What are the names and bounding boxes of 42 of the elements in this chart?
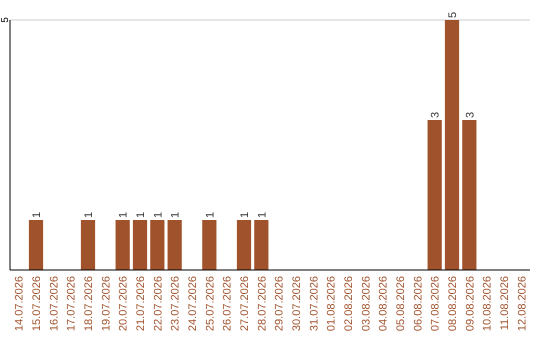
x-tick-label: 09.08.2026 <box>464 276 476 332</box>
x-tick-label: 22.07.2026 <box>152 276 164 332</box>
x-tick-label: 20.07.2026 <box>118 276 130 332</box>
x-tick-label: 24.07.2026 <box>187 276 199 332</box>
x-tick-label: 31.07.2026 <box>308 276 320 332</box>
x-tick-label: 07.08.2026 <box>430 276 442 332</box>
x-tick-label: 06.08.2026 <box>412 276 424 332</box>
x-tick-label: 03.08.2026 <box>360 276 372 332</box>
x-tick-label: 29.07.2026 <box>274 276 286 332</box>
data-label: 1 <box>31 212 43 218</box>
x-tick-label: 21.07.2026 <box>135 276 147 332</box>
x-tick-label: 08.08.2026 <box>447 276 459 332</box>
x-tick-label: 19.07.2026 <box>100 276 112 332</box>
x-tick-label: 01.08.2026 <box>326 276 338 332</box>
data-label: 5 <box>447 12 459 18</box>
x-tick-label: 15.07.2026 <box>31 276 43 332</box>
x-tick-label: 27.07.2026 <box>239 276 251 332</box>
x-tick-label: 16.07.2026 <box>48 276 60 332</box>
x-tick-label: 30.07.2026 <box>291 276 303 332</box>
data-label: 1 <box>170 212 182 218</box>
x-tick-label: 11.08.2026 <box>499 276 511 330</box>
data-label: 1 <box>204 212 216 218</box>
x-tick-label: 05.08.2026 <box>395 276 407 332</box>
x-tick-label: 12.08.2026 <box>516 276 528 332</box>
data-label: 1 <box>83 212 95 218</box>
x-tick-label: 10.08.2026 <box>482 276 494 332</box>
x-tick-label: 17.07.2026 <box>66 276 78 332</box>
data-label: 3 <box>464 112 476 118</box>
x-tick-label: 23.07.2026 <box>170 276 182 332</box>
data-label: 3 <box>430 112 442 118</box>
data-label: 1 <box>152 212 164 218</box>
x-tick-label: 25.07.2026 <box>204 276 216 332</box>
x-tick-label: 28.07.2026 <box>256 276 268 332</box>
x-tick-label: 26.07.2026 <box>222 276 234 332</box>
x-tick-label: 18.07.2026 <box>83 276 95 332</box>
data-label: 1 <box>118 212 130 218</box>
data-label: 1 <box>135 212 147 218</box>
x-tick-label: 04.08.2026 <box>378 276 390 332</box>
x-tick-label: 14.07.2026 <box>14 276 26 332</box>
data-label: 1 <box>239 212 251 218</box>
x-tick-label: 02.08.2026 <box>343 276 355 332</box>
data-label: 1 <box>256 212 268 218</box>
